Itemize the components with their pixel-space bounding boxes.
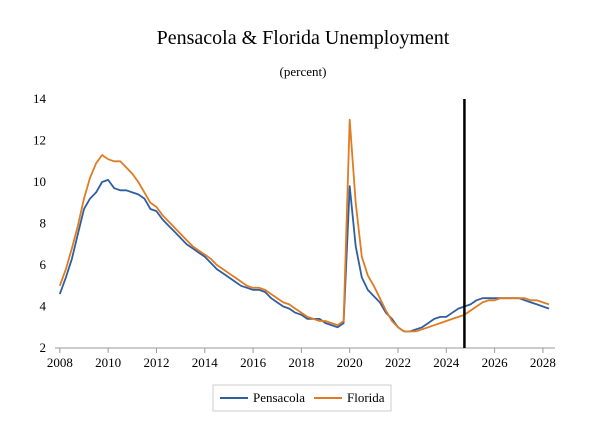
y-tick-label: 4: [40, 299, 47, 314]
y-tick-label: 2: [40, 340, 47, 355]
x-axis-ticks: 2008 2010 2012 2014 2016 2018 2020 2022 2024 2026…: [47, 348, 556, 370]
x-tick-label: 2014: [192, 355, 219, 370]
chart-subtitle: (percent): [280, 64, 327, 79]
y-tick-label: 14: [33, 91, 47, 106]
x-tick-label: 2028: [530, 355, 556, 370]
y-axis-ticks: 2 4 6 8 10 12 14: [33, 91, 47, 355]
x-tick-label: 2018: [288, 355, 314, 370]
x-tick-label: 2010: [95, 355, 121, 370]
y-tick-label: 8: [40, 216, 47, 231]
x-tick-label: 2012: [143, 355, 169, 370]
x-tick-label: 2022: [385, 355, 411, 370]
y-tick-label: 6: [40, 257, 47, 272]
y-tick-label: 10: [33, 174, 46, 189]
x-tick-label: 2024: [433, 355, 460, 370]
series-line-florida: [58, 118, 550, 333]
legend-box: [212, 384, 392, 412]
chart-title: Pensacola & Florida Unemployment: [157, 27, 450, 49]
x-tick-label: 2020: [337, 355, 363, 370]
y-tick-label: 12: [33, 133, 46, 148]
series-line-pensacola: [58, 178, 550, 333]
x-tick-label: 2016: [240, 355, 267, 370]
legend-label-florida: Florida: [347, 390, 385, 405]
legend: Pensacola Florida: [212, 384, 392, 412]
legend-label-pensacola: Pensacola: [253, 390, 305, 405]
series-layer: [58, 118, 550, 333]
x-tick-label: 2026: [482, 355, 509, 370]
x-tick-label: 2008: [47, 355, 73, 370]
